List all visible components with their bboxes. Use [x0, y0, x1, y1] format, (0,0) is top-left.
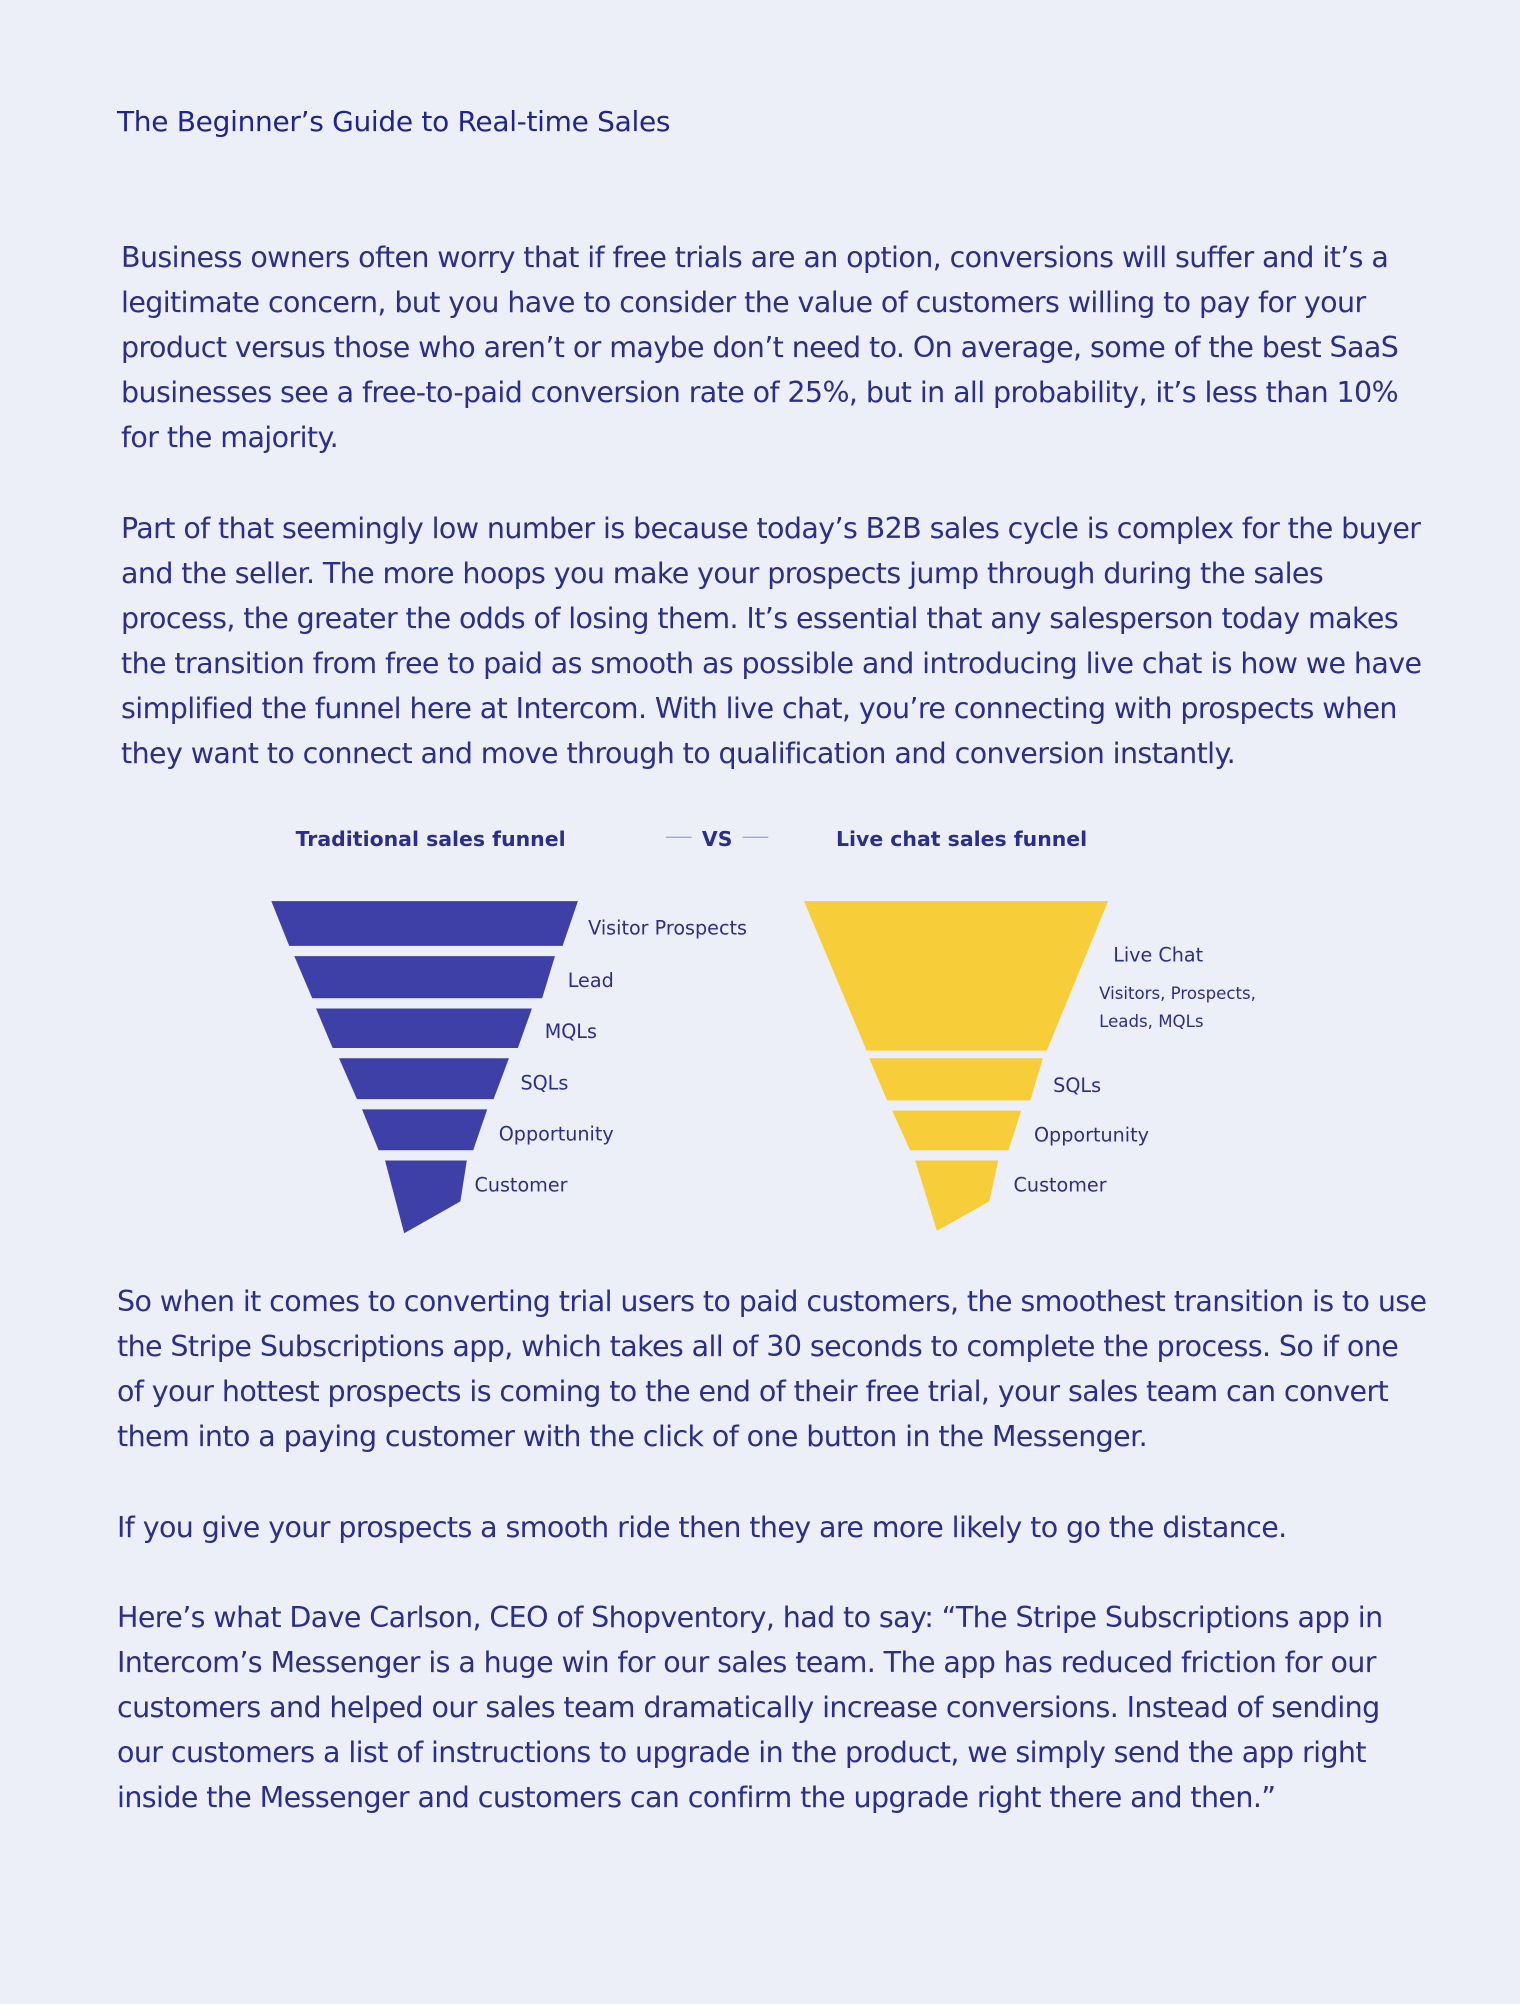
funnel-band [339, 1058, 509, 1100]
funnel-label: Customer [474, 1174, 567, 1197]
funnel-note: Leads, MQLs [1099, 1012, 1203, 1031]
paragraph: If you give your prospects a smooth ride… [117, 1511, 1287, 1544]
doc-title: The Beginner’s Guide to Real-time Sales [117, 105, 671, 138]
left-funnel [271, 901, 578, 1234]
left-funnel-title: Traditional sales funnel [296, 827, 566, 851]
funnel-label: SQLs [1053, 1074, 1101, 1097]
funnel-band [271, 901, 578, 946]
funnel-note: Visitors, Prospects, [1099, 984, 1256, 1003]
funnel-band [869, 1058, 1043, 1101]
funnel-band [316, 1008, 532, 1049]
funnel-label: Customer [1014, 1174, 1107, 1197]
right-funnel-title: Live chat sales funnel [836, 827, 1087, 851]
funnel-band [385, 1160, 467, 1234]
funnel-band [804, 901, 1109, 1051]
funnel-band [362, 1109, 488, 1151]
funnel-band [294, 956, 555, 999]
vs-label: VS [702, 827, 733, 851]
right-funnel [804, 901, 1109, 1231]
funnel-label: Live Chat [1113, 944, 1203, 967]
funnel-label: SQLs [520, 1071, 568, 1094]
funnel-band [915, 1160, 999, 1231]
funnel-label: MQLs [545, 1020, 597, 1043]
paragraph: So when it comes to converting trial use… [117, 1285, 1427, 1453]
paragraph: Here’s what Dave Carlson, CEO of Shopven… [117, 1601, 1383, 1814]
funnel-label: Lead [568, 969, 614, 992]
funnel-diagram: Traditional sales funnel VS Live chat sa… [271, 827, 1256, 1234]
funnel-label: Opportunity [499, 1122, 614, 1145]
funnel-label: Opportunity [1034, 1124, 1149, 1147]
paragraph: Business owners often worry that if free… [121, 241, 1399, 454]
paragraph: Part of that seemingly low number is bec… [121, 512, 1422, 770]
funnel-band [892, 1110, 1022, 1151]
funnel-label: Visitor Prospects [588, 917, 747, 940]
